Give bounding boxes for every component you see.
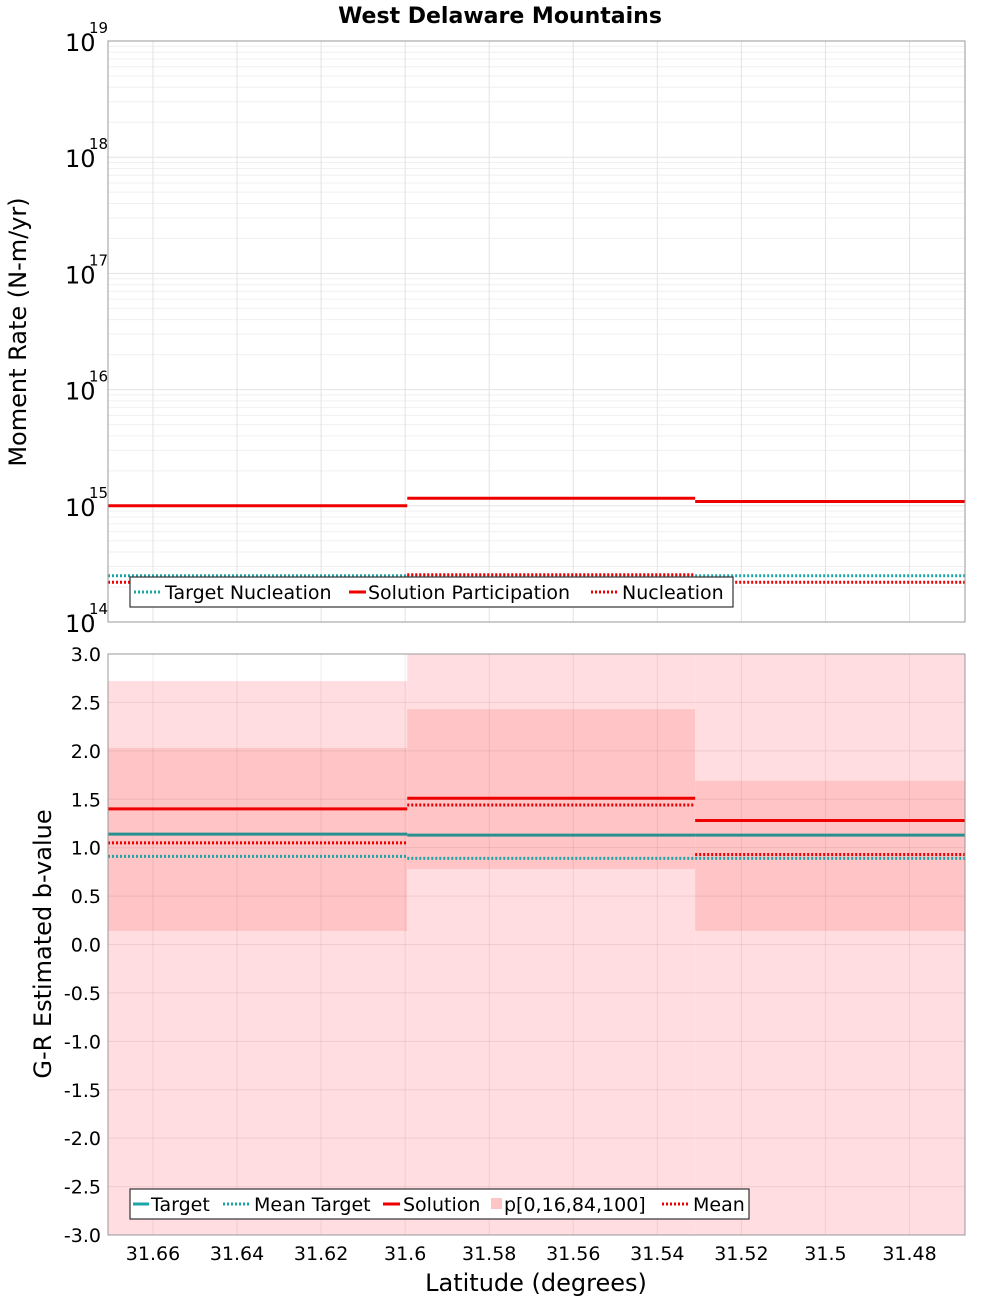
latitude-x-ticks: 31.66 31.64 31.62 31.6 31.58 31.56 31.54 31.52 3… [126, 1243, 937, 1265]
y-tick-exponent: 19 [89, 19, 108, 37]
legend-label-nucleation: Nucleation [622, 582, 724, 604]
x-tick-label: 31.66 [126, 1243, 180, 1265]
y-tick-label: 10 [65, 610, 96, 638]
y-tick-label: -1.0 [64, 1031, 101, 1053]
y-tick-label: -2.5 [64, 1177, 101, 1199]
moment-rate-plot-area [108, 41, 965, 622]
y-tick-label: 1.5 [71, 789, 101, 811]
y-tick-exponent: 15 [89, 484, 108, 502]
y-tick-label: 10 [65, 378, 96, 406]
x-tick-label: 31.5 [804, 1243, 846, 1265]
y-tick-label: 10 [65, 494, 96, 522]
percentile-band-p0-p100 [695, 654, 965, 1235]
percentile-band-p16-p84 [407, 709, 696, 869]
percentile-band-p16-p84 [108, 747, 408, 931]
y-tick-label: -1.5 [64, 1080, 101, 1102]
legend-label-target: Target [150, 1194, 210, 1216]
y-tick-label: 10 [65, 29, 96, 57]
x-tick-label: 31.6 [384, 1243, 426, 1265]
x-axis-label: Latitude (degrees) [425, 1269, 647, 1297]
legend-label-mean: Mean [693, 1194, 745, 1216]
x-tick-label: 31.64 [210, 1243, 264, 1265]
y-tick-label: 3.0 [71, 644, 101, 666]
b-value-grid [108, 653, 965, 1236]
y-tick-label: 0.5 [71, 886, 101, 908]
chart-title: West Delaware Mountains [338, 4, 662, 29]
y-tick-label: -3.0 [64, 1225, 101, 1247]
y-tick-exponent: 18 [89, 135, 108, 153]
moment-rate-frame [107, 40, 966, 623]
b-value-percentile-bands [108, 654, 965, 1235]
legend-label-solution-participation: Solution Participation [368, 582, 570, 604]
b-value-panel: 3.0 2.5 2.0 1.5 1.0 0.5 0.0 -0.5 -1.0 -1.5 -2.0 -2.… [29, 644, 966, 1297]
legend-label-percentile-band: p[0,16,84,100] [504, 1194, 646, 1216]
x-tick-label: 31.62 [294, 1243, 348, 1265]
x-tick-label: 31.58 [462, 1243, 516, 1265]
y-tick-label: -2.0 [64, 1128, 101, 1150]
legend-label-target-nucleation: Target Nucleation [164, 582, 332, 604]
moment-rate-legend: Target Nucleation Solution Participation… [129, 576, 734, 608]
b-value-legend: Target Mean Target Solution p[0,16,84,10… [129, 1188, 750, 1220]
moment-rate-grid [108, 40, 965, 623]
b-value-series [108, 796, 965, 860]
legend-label-mean-target: Mean Target [254, 1194, 371, 1216]
moment-rate-legend-box [129, 576, 734, 608]
y-tick-label: 1.0 [71, 838, 101, 860]
y-tick-label: 0.0 [71, 935, 101, 957]
y-tick-label: 2.0 [71, 741, 101, 763]
y-tick-label: 10 [65, 261, 96, 289]
y-tick-exponent: 17 [89, 251, 108, 269]
x-tick-label: 31.56 [546, 1243, 600, 1265]
y-tick-exponent: 16 [89, 368, 108, 386]
y-tick-label: -0.5 [64, 983, 101, 1005]
legend-swatch-percentile-band [491, 1198, 502, 1209]
y-tick-label: 2.5 [71, 692, 101, 714]
b-value-frame [107, 653, 966, 1236]
y-tick-exponent: 14 [89, 600, 108, 618]
x-tick-label: 31.54 [630, 1243, 684, 1265]
legend-label-solution: Solution [403, 1194, 480, 1216]
b-value-y-axis-label: G-R Estimated b-value [29, 809, 57, 1078]
b-value-legend-box [129, 1188, 750, 1220]
moment-rate-y-axis-label: Moment Rate (N-m/yr) [4, 197, 32, 466]
x-tick-label: 31.52 [714, 1243, 768, 1265]
y-tick-label: 10 [65, 145, 96, 173]
b-value-y-ticks: 3.0 2.5 2.0 1.5 1.0 0.5 0.0 -0.5 -1.0 -1.5 -2.0 -2.… [64, 644, 101, 1247]
x-tick-label: 31.48 [882, 1243, 936, 1265]
